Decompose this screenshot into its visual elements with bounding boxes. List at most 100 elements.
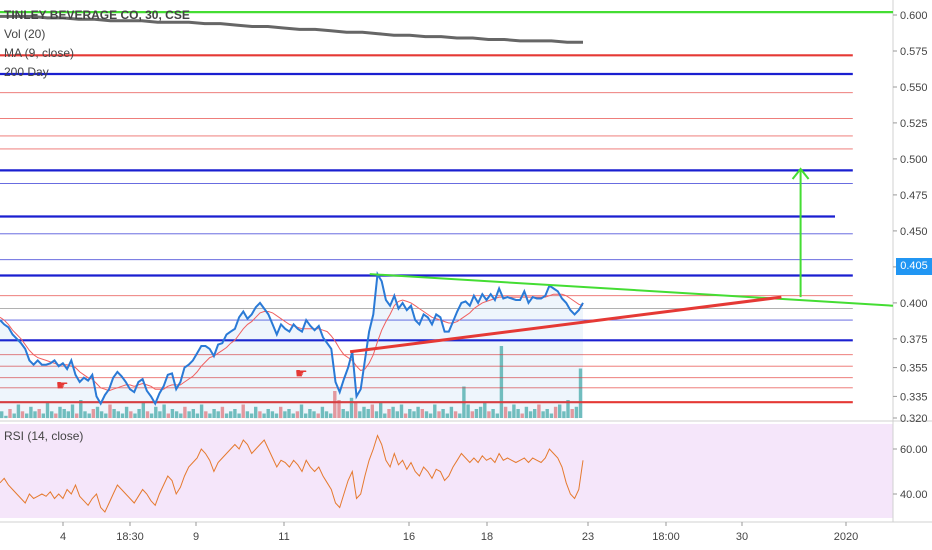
- volume-bar: [37, 409, 41, 418]
- volume-bar: [449, 406, 454, 419]
- rsi-tick-label: 40.00: [900, 489, 928, 501]
- volume-bar: [337, 400, 341, 418]
- volume-bar: [453, 411, 458, 419]
- volume-bar: [387, 409, 391, 418]
- volume-bar: [324, 411, 329, 419]
- volume-bar: [420, 409, 424, 418]
- chart-legend: TINLEY BEVERAGE CO, 30, CSE Vol (20) MA …: [4, 6, 190, 82]
- volume-bar: [233, 409, 237, 418]
- volume-bar: [162, 404, 166, 418]
- volume-bar: [562, 411, 566, 419]
- volume-bar: [349, 397, 354, 419]
- volume-bar: [25, 413, 29, 418]
- volume-bar: [224, 413, 229, 418]
- price-tick-label: 0.550: [900, 82, 928, 94]
- legend-ma[interactable]: MA (9, close): [4, 46, 75, 60]
- volume-bar: [166, 413, 170, 418]
- volume-bar: [553, 406, 558, 419]
- volume-bar: [316, 413, 320, 418]
- volume-bar: [54, 413, 58, 418]
- volume-bar: [437, 411, 441, 419]
- volume-bar: [4, 415, 8, 419]
- volume-bar: [541, 411, 545, 419]
- price-tick-label: 0.575: [900, 46, 928, 58]
- volume-bar: [50, 411, 54, 419]
- volume-bar: [304, 413, 308, 418]
- volume-bar: [16, 404, 21, 418]
- volume-bar: [558, 404, 562, 418]
- volume-bar: [245, 411, 250, 419]
- volume-bar: [75, 413, 79, 418]
- volume-bar: [112, 409, 116, 418]
- volume-bar: [279, 406, 283, 419]
- legend-200-day[interactable]: 200 Day: [4, 65, 49, 79]
- volume-bar: [524, 406, 529, 419]
- volume-bar: [174, 411, 179, 419]
- volume-bar: [0, 411, 4, 419]
- time-tick-label: 11: [278, 531, 289, 543]
- symbol-title[interactable]: TINLEY BEVERAGE CO, 30, CSE: [4, 8, 190, 22]
- volume-bar: [83, 411, 87, 419]
- volume-bar: [478, 406, 483, 419]
- volume-bar: [441, 409, 445, 418]
- volume-bar: [179, 413, 183, 418]
- price-line: [0, 270, 584, 406]
- volume-bar: [516, 409, 520, 418]
- time-tick-label: 16: [403, 531, 415, 543]
- target-arrow: [791, 167, 810, 298]
- time-tick-label: 2020: [834, 531, 858, 543]
- volume-bar: [229, 411, 233, 419]
- last-price-badge: 0.405: [896, 258, 932, 275]
- volume-bar: [191, 409, 195, 418]
- rsi-legend[interactable]: RSI (14, close): [4, 429, 84, 443]
- volume-bar: [383, 413, 387, 418]
- volume-bar: [295, 411, 300, 419]
- ma200-line-group: [0, 14, 583, 44]
- price-tick-label: 0.355: [900, 363, 928, 375]
- volume-bar: [8, 409, 12, 418]
- volume-bar: [395, 411, 399, 419]
- volume-bar: [274, 413, 279, 418]
- volume-bar: [574, 406, 579, 419]
- time-tick-label: 18:30: [116, 531, 144, 543]
- volume-bar: [341, 409, 345, 418]
- rsi-tick-label: 60.00: [900, 444, 928, 456]
- volume-bar: [533, 409, 537, 418]
- volume-bar: [366, 409, 370, 418]
- volume-bar: [237, 413, 241, 418]
- volume-bar: [58, 406, 62, 419]
- trend-lines: [349, 273, 894, 354]
- volume-bar: [195, 413, 200, 418]
- volume-bar: [129, 411, 133, 419]
- volume-bar: [108, 404, 112, 418]
- price-tick-label: 0.600: [900, 10, 928, 22]
- volume-bar: [170, 409, 175, 418]
- volume-bar: [445, 413, 449, 418]
- volume-bar: [87, 413, 91, 418]
- volume-bar: [291, 413, 295, 418]
- volume-bar: [283, 411, 287, 419]
- hand-marker-icon: ☛: [56, 378, 69, 394]
- volume-bar: [220, 406, 225, 419]
- volume-bar: [183, 406, 187, 419]
- volume-bar: [270, 411, 275, 419]
- volume-bar: [133, 413, 137, 418]
- volume-bar: [512, 404, 516, 418]
- volume-bar: [12, 413, 16, 418]
- volume-bar: [95, 406, 100, 419]
- volume-bar: [466, 404, 470, 418]
- legend-volume[interactable]: Vol (20): [4, 27, 46, 41]
- volume-bar: [491, 409, 495, 418]
- volume-bar: [137, 409, 141, 418]
- rsi-line: [0, 434, 584, 513]
- volume-bar: [520, 413, 524, 418]
- volume-bar: [254, 406, 258, 419]
- volume-bar: [333, 391, 337, 418]
- volume-bar: [199, 404, 204, 418]
- volume-bar: [528, 411, 533, 419]
- volume-bar: [412, 411, 416, 419]
- volume-bar: [241, 404, 245, 418]
- horizontal-levels: [0, 11, 893, 404]
- volume-bar: [549, 413, 554, 418]
